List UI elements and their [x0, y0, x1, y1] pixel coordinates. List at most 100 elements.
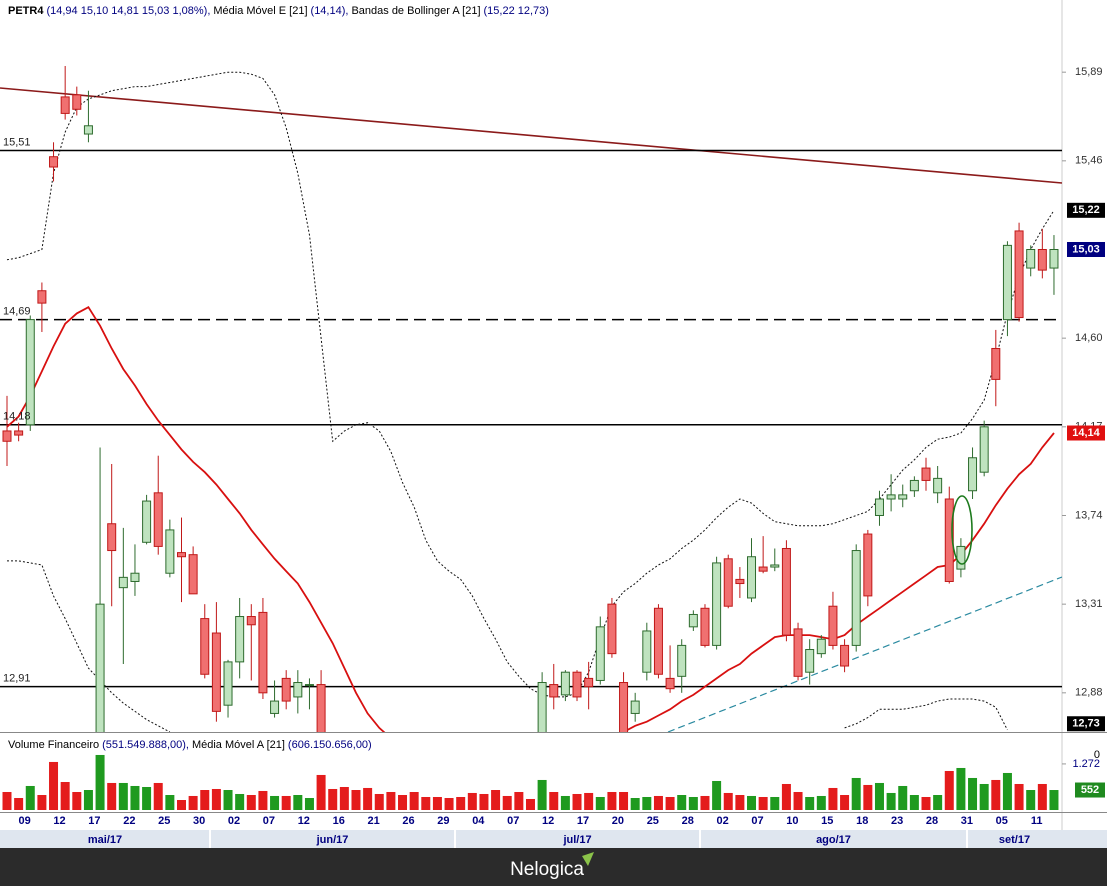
axes: 15,8915,4614,6014,1713,7413,3112,8815,51…: [3, 66, 1105, 848]
candle-body: [793, 628, 803, 677]
x-tick-label: 25: [647, 815, 659, 827]
volume-bar: [1049, 790, 1059, 810]
volume-bar: [479, 793, 489, 810]
x-tick-label: 02: [716, 815, 728, 827]
x-tick-label: 21: [367, 815, 379, 827]
x-tick-label: 17: [88, 815, 100, 827]
candle-body: [176, 552, 186, 558]
candle-body: [281, 677, 291, 702]
legend-value: (606.150.656,00): [288, 739, 372, 751]
volume-bar: [1002, 772, 1012, 810]
price-tag-label: 15,22: [1072, 204, 1100, 216]
price-plot: [0, 65, 1062, 732]
volume-bar: [909, 795, 919, 810]
volume-bar: [304, 798, 314, 810]
quote: (14,94 15,10 14,81 15,03 1,08%),: [46, 5, 210, 17]
price-tag: [1067, 241, 1105, 257]
volume-bar: [886, 792, 896, 810]
x-tick-label: 12: [53, 815, 65, 827]
candle-body: [95, 603, 105, 732]
candle-body: [293, 682, 303, 698]
volume-bar: [793, 791, 803, 810]
candle-body: [816, 638, 826, 655]
candle-body: [1049, 248, 1059, 269]
volume-bar: [60, 781, 70, 810]
volume-bar: [72, 791, 82, 810]
candle-body: [37, 290, 47, 304]
candle-body: [898, 494, 908, 500]
candle-body: [688, 613, 698, 628]
price-tag-label: 15,03: [1072, 243, 1100, 255]
volume-plot: [2, 754, 1059, 810]
volume-bar: [467, 792, 477, 810]
volume-title: Volume Financeiro: [8, 739, 99, 751]
volume-bar: [653, 795, 663, 810]
volume-bar: [165, 795, 175, 810]
volume-bar: [560, 795, 570, 810]
volume-bar: [118, 782, 128, 810]
candle-body: [1026, 248, 1036, 269]
brand: Nelogica: [510, 859, 584, 880]
price-tag-label: 14,14: [1072, 427, 1100, 439]
volume-bar: [956, 767, 966, 810]
candle-body: [991, 347, 1001, 380]
volume-bar: [456, 796, 466, 810]
volume-bar: [316, 774, 326, 810]
x-tick-label: 31: [961, 815, 973, 827]
x-tick-label: 04: [472, 815, 485, 827]
month-label: jun/17: [316, 834, 349, 846]
volume-bar: [153, 782, 163, 810]
volume-bar: [188, 795, 198, 810]
level-label: 15,51: [3, 136, 31, 148]
volume-bar: [351, 790, 361, 810]
candle-body: [200, 618, 210, 675]
legend-value: (551.549.888,00),: [102, 739, 189, 751]
candle-body: [165, 529, 175, 574]
volume-bar: [921, 796, 931, 810]
volume-bar: [968, 777, 978, 810]
month-label: set/17: [999, 834, 1030, 846]
x-tick-label: 07: [751, 815, 763, 827]
volume-bar: [723, 792, 733, 810]
x-tick-label: 25: [158, 815, 170, 827]
x-tick-label: 20: [612, 815, 624, 827]
volume-bar: [107, 782, 117, 810]
x-tick-label: 09: [19, 815, 31, 827]
price-tag: [1067, 202, 1105, 218]
candle-body: [840, 644, 850, 667]
volume-bar: [700, 795, 710, 810]
candle-body: [572, 671, 582, 698]
volume-bar: [339, 786, 349, 810]
x-tick-label: 12: [298, 815, 310, 827]
volume-bar: [525, 798, 535, 810]
volume-bar: [409, 791, 419, 810]
volume-bar: [25, 785, 35, 810]
volume-bar: [781, 783, 791, 810]
candle-body: [211, 632, 221, 712]
volume-bar: [933, 795, 943, 810]
trend-line: [0, 87, 1062, 184]
candle-body: [1002, 244, 1012, 321]
x-tick-label: 29: [437, 815, 449, 827]
volume-bar: [235, 793, 245, 810]
volume-bar: [572, 793, 582, 810]
x-tick-label: 16: [333, 815, 345, 827]
volume-bar: [386, 791, 396, 810]
level-label: 12,91: [3, 673, 31, 685]
volume-bar: [95, 754, 105, 810]
candle-body: [979, 426, 989, 473]
volume-bar: [1026, 790, 1036, 810]
candle-body: [118, 576, 128, 589]
volume-bar: [363, 787, 373, 810]
symbol: PETR4: [8, 5, 44, 17]
candle-body: [665, 677, 675, 690]
month-band: [0, 830, 1107, 848]
candle-body: [316, 684, 326, 732]
volume-bar: [281, 795, 291, 810]
candle-body: [723, 558, 733, 607]
volume-bar: [211, 788, 221, 810]
volume-bar: [1037, 783, 1047, 810]
month-label: ago/17: [816, 834, 851, 846]
x-tick-label: 30: [193, 815, 205, 827]
candle-body: [1037, 248, 1047, 271]
